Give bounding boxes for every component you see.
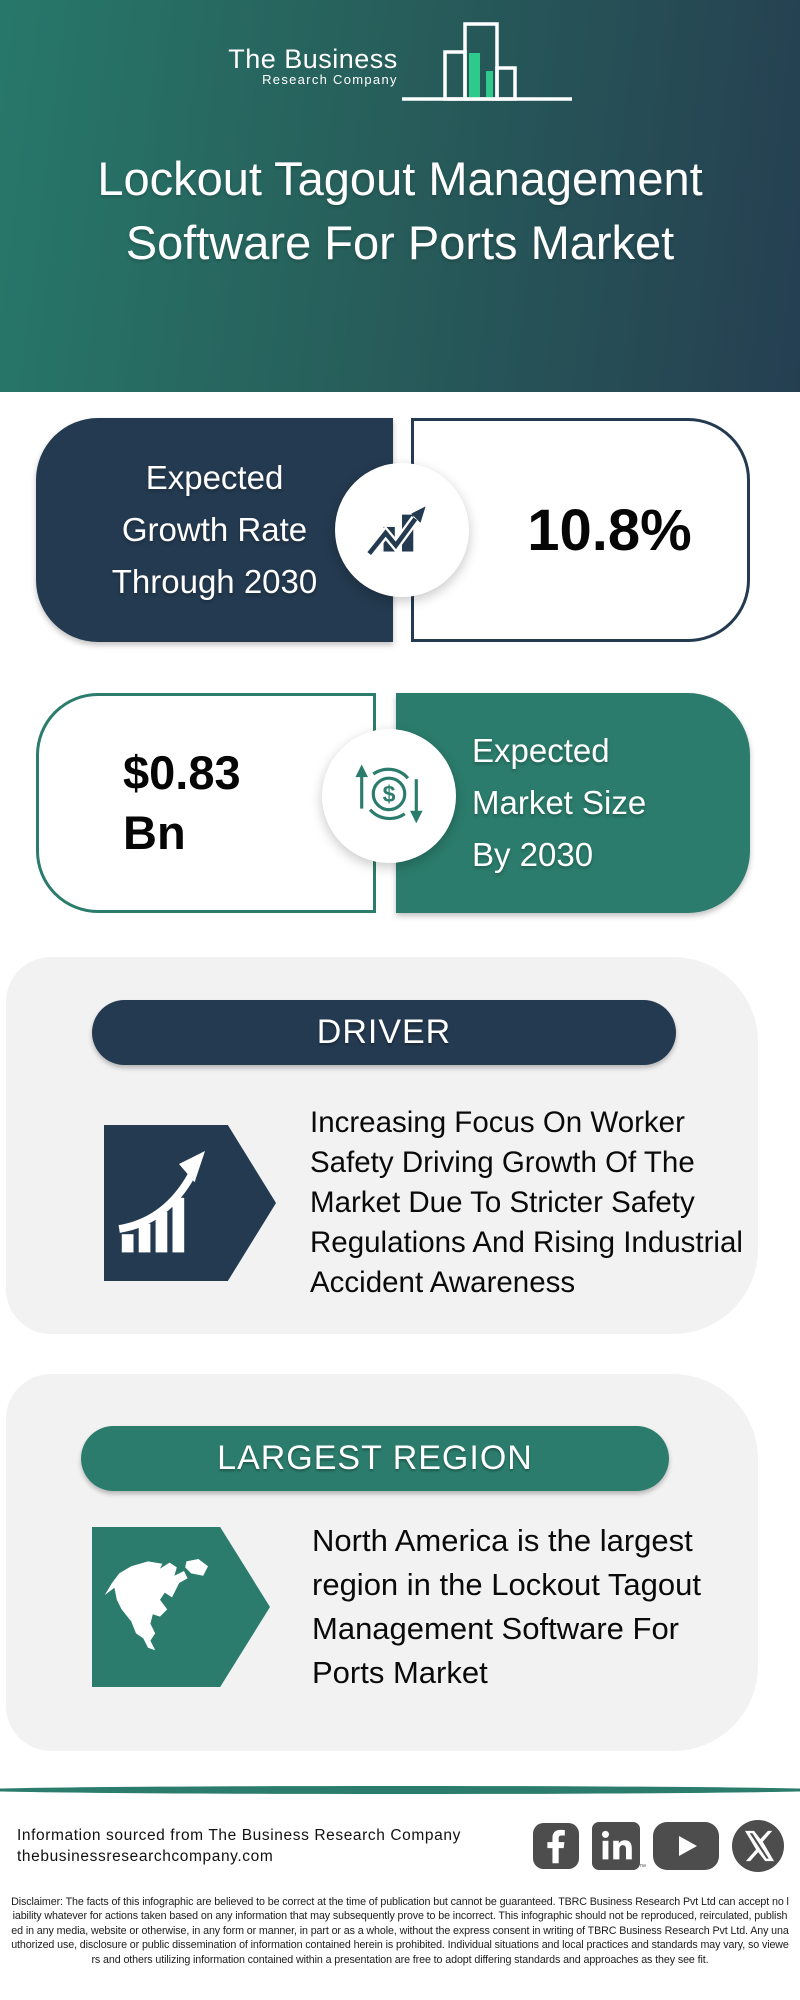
driver-heading-pill: DRIVER (92, 1000, 676, 1065)
driver-heading: DRIVER (316, 1013, 452, 1051)
money-exchange-icon: $ (322, 729, 456, 863)
facebook-icon[interactable] (533, 1823, 579, 1869)
header-banner: The Business Research Company Lockout Ta… (0, 0, 800, 392)
company-logo-text: The Business Research Company (228, 45, 398, 101)
growth-trend-icon (335, 463, 469, 597)
growth-rate-label-pill: Expected Growth Rate Through 2030 (36, 418, 393, 642)
region-text: North America is the largest region in t… (312, 1523, 701, 1690)
source-info: Information sourced from The Business Re… (17, 1825, 461, 1868)
market-label-line1: Expected (472, 732, 610, 769)
market-label-line3: By 2030 (472, 836, 594, 873)
growth-label-line3: Through 2030 (111, 563, 318, 600)
growth-label-line1: Expected (145, 459, 284, 496)
divider-line (0, 1786, 800, 1794)
growth-label-line2: Growth Rate (121, 511, 308, 548)
growth-rate-value: 10.8% (527, 497, 692, 563)
logo-name: The Business (228, 44, 398, 74)
source-line1: Information sourced from The Business Re… (17, 1826, 461, 1844)
company-logo: The Business Research Company (228, 22, 572, 101)
linkedin-tm-mark: ™ (639, 1864, 646, 1871)
linkedin-icon[interactable]: ™ (592, 1822, 646, 1871)
north-america-map-icon (92, 1527, 270, 1687)
x-icon[interactable] (732, 1820, 784, 1872)
page-title: Lockout Tagout Management Software For P… (97, 147, 702, 275)
page-title-line1: Lockout Tagout Management (97, 152, 703, 205)
driver-text: Increasing Focus On Worker Safety Drivin… (310, 1106, 743, 1299)
social-links: ™ (533, 1820, 784, 1872)
region-content: North America is the largest region in t… (92, 1519, 758, 1695)
youtube-icon[interactable] (653, 1822, 719, 1870)
driver-section: DRIVER Increasing Focus On Worker Safety… (6, 957, 758, 1334)
market-label-line2: Market Size (472, 784, 647, 821)
market-size-value-pill: $0.83 Bn (36, 693, 376, 913)
driver-content: Increasing Focus On Worker Safety Drivin… (104, 1103, 758, 1303)
rising-bars-arrow-icon (104, 1125, 276, 1281)
market-size-value-line2: Bn (123, 806, 186, 859)
bar-chart-logo-icon (401, 22, 572, 101)
region-heading-pill: LARGEST REGION (81, 1426, 669, 1491)
largest-region-section: LARGEST REGION North America is the larg… (6, 1374, 758, 1751)
region-heading: LARGEST REGION (217, 1439, 533, 1477)
disclaimer-text: Disclaimer: The facts of this infographi… (11, 1896, 789, 1966)
market-size-value-line1: $0.83 (123, 746, 241, 799)
growth-rate-card: Expected Growth Rate Through 2030 10.8% (36, 418, 750, 642)
page-title-line2: Software For Ports Market (125, 216, 675, 269)
market-size-card: $0.83 Bn Expected Market Size By 2030 $ (36, 693, 750, 913)
logo-subname: Research Company (262, 72, 398, 87)
footer: Information sourced from The Business Re… (0, 1820, 800, 1872)
source-website-link[interactable]: thebusinessresearchcompany.com (17, 1848, 274, 1865)
svg-text:$: $ (383, 781, 396, 807)
